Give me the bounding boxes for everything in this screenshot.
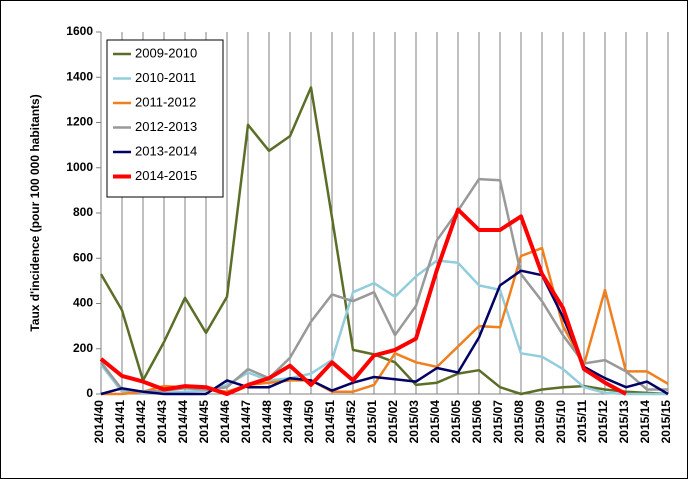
x-tick-label: 2015/07 <box>491 400 505 444</box>
y-tick-label: 600 <box>73 250 93 264</box>
x-tick-label: 2015/04 <box>428 400 442 444</box>
x-tick-label: 2015/03 <box>407 400 421 444</box>
y-tick-label: 0 <box>86 386 93 400</box>
x-tick-label: 2014/45 <box>197 400 211 444</box>
y-tick-label: 200 <box>73 341 93 355</box>
x-tick-label: 2015/10 <box>554 400 568 444</box>
y-tick-label: 400 <box>73 296 93 310</box>
legend-label: 2012-2013 <box>135 119 197 134</box>
y-tick-label: 1200 <box>66 115 93 129</box>
series-line <box>100 259 668 396</box>
series-line <box>100 177 668 393</box>
y-tick-label: 1400 <box>66 69 93 83</box>
x-tick-label: 2015/01 <box>365 400 379 444</box>
x-tick-label: 2015/09 <box>533 400 547 444</box>
x-tick-label: 2014/42 <box>134 400 148 444</box>
x-tick-label: 2014/43 <box>155 400 169 444</box>
x-tick-label: 2014/50 <box>302 400 316 444</box>
x-tick-label: 2015/12 <box>596 400 610 444</box>
x-tick-label: 2015/14 <box>638 400 652 444</box>
x-tick-label: 2014/40 <box>92 400 106 444</box>
x-tick-label: 2015/11 <box>575 400 589 443</box>
x-tick-label: 2015/15 <box>659 400 673 444</box>
legend-label: 2009-2010 <box>135 45 197 60</box>
x-tick-label: 2015/02 <box>386 400 400 444</box>
series-line <box>99 207 627 396</box>
y-axis-title: Taux d'incidence (pour 100 000 habitants… <box>28 94 42 331</box>
x-tick-label: 2015/13 <box>617 400 631 444</box>
y-tick-label: 800 <box>73 205 93 219</box>
x-tick-label: 2015/08 <box>512 400 526 444</box>
legend-label: 2011-2012 <box>135 94 196 109</box>
x-tick-label: 2015/05 <box>449 400 463 444</box>
series-line <box>99 86 669 396</box>
x-tick-label: 2014/51 <box>323 400 337 444</box>
x-tick-label: 2014/48 <box>260 400 274 444</box>
x-tick-label: 2015/06 <box>470 400 484 444</box>
x-tick-label: 2014/46 <box>218 400 232 444</box>
x-tick-label: 2014/49 <box>281 400 295 444</box>
y-tick-label: 1600 <box>66 24 93 38</box>
x-tick-label: 2014/47 <box>239 400 253 444</box>
x-tick-label: 2014/41 <box>113 400 127 444</box>
legend-label: 2014-2015 <box>135 168 197 183</box>
x-tick-label: 2014/44 <box>176 400 190 444</box>
legend-box <box>106 39 224 198</box>
legend: 2009-2010 2010-2011 2011-2012 2012-2013 2013… <box>106 39 224 198</box>
x-tick-label: 2014/52 <box>344 400 358 444</box>
y-tick-label: 1000 <box>66 160 93 174</box>
legend-label: 2010-2011 <box>135 70 196 85</box>
legend-label: 2013-2014 <box>135 143 197 158</box>
